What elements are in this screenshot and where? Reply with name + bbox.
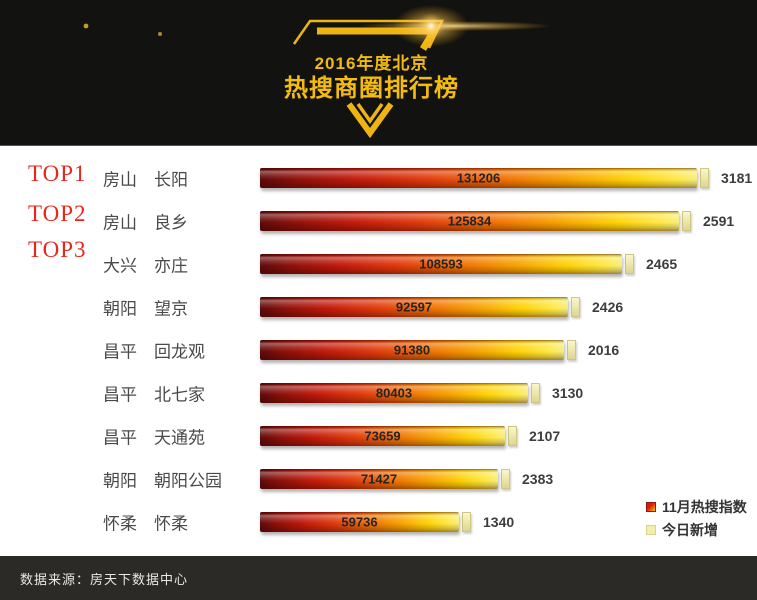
new-today-bar: [700, 167, 709, 188]
index-bar: 59736: [260, 511, 459, 532]
new-today-bar: [567, 339, 576, 360]
index-bar: 131206: [260, 167, 697, 188]
footer-bar: 数据来源：房天下数据中心: [0, 556, 757, 600]
chart-legend: 11月热搜指数 今日新增: [646, 499, 747, 545]
index-bar: 108593: [260, 253, 622, 274]
district-label: 房山: [103, 213, 137, 232]
district-label: 朝阳: [103, 471, 137, 490]
ranking-row: 朝阳 朝阳公园 71427 2383: [0, 457, 757, 500]
legend-item-new: 今日新增: [646, 521, 747, 538]
lens-flare-core: [418, 13, 444, 39]
legend-item-index: 11月热搜指数: [646, 498, 747, 515]
index-bar: 80403: [260, 382, 528, 403]
ranking-rows: 房山 长阳 131206 3181 TOP1 房山 良乡 125834 2591…: [0, 156, 757, 543]
new-today-value-label: 1340: [483, 513, 515, 530]
district-label: 昌平: [103, 385, 137, 404]
bar-group: 73659 2107: [260, 425, 561, 446]
district-label: 朝阳: [103, 299, 137, 318]
chevron-down-icon: [356, 102, 384, 125]
lens-flare-streak: [357, 21, 553, 31]
index-bar: 125834: [260, 210, 679, 231]
ranking-row: 昌平 回龙观 91380 2016: [0, 328, 757, 371]
index-value-label: 91380: [393, 342, 431, 357]
new-today-bar: [462, 511, 471, 532]
bar-group: 59736 1340: [260, 511, 515, 532]
ranking-row: 昌平 天通苑 73659 2107: [0, 414, 757, 457]
ranking-row: 房山 良乡 125834 2591 TOP2: [0, 199, 757, 242]
index-bar: 91380: [260, 339, 564, 360]
index-value-label: 125834: [447, 213, 492, 228]
index-value-label: 92597: [395, 299, 433, 314]
area-label: 望京: [154, 299, 188, 318]
legend-label: 今日新增: [662, 521, 718, 538]
index-value-label: 73659: [364, 428, 401, 443]
bar-group: 80403 3130: [260, 382, 584, 403]
district-label: 昌平: [103, 342, 137, 361]
new-today-value-label: 2465: [646, 255, 678, 272]
new-today-value-label: 2016: [588, 341, 620, 358]
index-bar: 73659: [260, 425, 505, 446]
top-rank-badge: TOP1: [28, 161, 87, 186]
area-label: 良乡: [154, 213, 188, 232]
bar-group: 71427 2383: [260, 468, 554, 489]
ranking-row: 朝阳 望京 92597 2426: [0, 285, 757, 328]
new-today-bar: [682, 210, 691, 231]
page-title: 热搜商圈排行榜: [284, 75, 459, 102]
index-value-label: 59736: [341, 514, 378, 529]
new-today-value-label: 2426: [592, 298, 624, 315]
header-subtitle: 2016年度北京: [314, 54, 429, 73]
district-label: 房山: [103, 170, 137, 189]
area-label: 回龙观: [154, 342, 205, 361]
new-today-value-label: 2107: [529, 427, 561, 444]
bar-group: 131206 3181: [260, 167, 753, 188]
top-rank-badge: TOP3: [28, 237, 87, 262]
bar-group: 92597 2426: [260, 296, 624, 317]
new-today-bar: [571, 296, 580, 317]
area-label: 北七家: [154, 385, 205, 404]
bar-group: 108593 2465: [260, 253, 678, 274]
area-label: 怀柔: [154, 514, 188, 533]
new-today-bar: [625, 253, 634, 274]
district-label: 昌平: [103, 428, 137, 447]
header-triangle-decoration: [83, 5, 553, 139]
district-label: 怀柔: [103, 514, 137, 533]
gold-dot: [158, 32, 162, 36]
new-today-bar: [531, 382, 540, 403]
gold-dot: [83, 23, 89, 29]
area-label: 亦庄: [154, 256, 188, 275]
new-today-bar: [508, 425, 517, 446]
index-value-label: 80403: [375, 385, 413, 400]
area-label: 长阳: [154, 170, 188, 189]
legend-label: 11月热搜指数: [662, 498, 747, 515]
ranking-row: 昌平 北七家 80403 3130: [0, 371, 757, 414]
bar-group: 91380 2016: [260, 339, 620, 360]
index-value-label: 131206: [456, 170, 501, 185]
area-label: 天通苑: [154, 428, 205, 447]
index-bar: 92597: [260, 296, 568, 317]
new-today-value-label: 3130: [552, 384, 584, 401]
bar-group: 125834 2591: [260, 210, 735, 231]
top-rank-badge: TOP2: [28, 201, 87, 226]
header-banner: 2016年度北京 热搜商圈排行榜: [0, 0, 757, 146]
red-swatch-icon: [646, 501, 656, 512]
area-label: 朝阳公园: [154, 471, 222, 490]
district-label: 大兴: [103, 256, 137, 275]
index-bar: 71427: [260, 468, 498, 489]
ranking-row: 房山 长阳 131206 3181 TOP1: [0, 156, 757, 199]
index-value-label: 71427: [360, 471, 398, 486]
ranking-row: 大兴 亦庄 108593 2465 TOP3: [0, 237, 757, 285]
yellow-swatch-icon: [646, 524, 656, 535]
index-value-label: 108593: [419, 256, 463, 271]
data-source-text: 数据来源：房天下数据中心: [20, 571, 189, 587]
new-today-value-label: 2383: [522, 470, 554, 487]
new-today-value-label: 2591: [703, 212, 735, 229]
new-today-bar: [501, 468, 510, 489]
new-today-value-label: 3181: [721, 169, 753, 186]
chevron-down-icon: [346, 102, 394, 139]
ranking-row: 怀柔 怀柔 59736 1340: [0, 500, 757, 543]
